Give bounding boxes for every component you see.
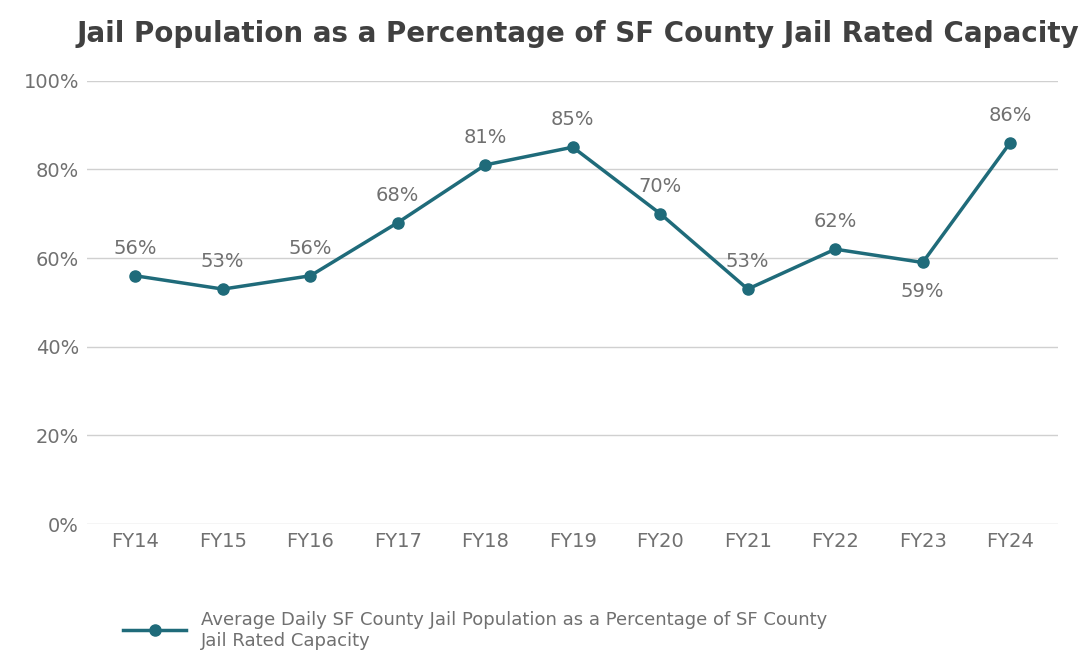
Text: 86%: 86% <box>988 106 1032 125</box>
Text: 70%: 70% <box>638 177 682 196</box>
Text: 53%: 53% <box>201 253 244 271</box>
Text: 62%: 62% <box>813 212 856 231</box>
Text: 81%: 81% <box>464 128 507 147</box>
Text: 68%: 68% <box>376 186 419 205</box>
Text: 85%: 85% <box>551 110 595 130</box>
Text: Jail Population as a Percentage of SF County Jail Rated Capacity: Jail Population as a Percentage of SF Co… <box>76 20 1079 48</box>
Legend: Average Daily SF County Jail Population as a Percentage of SF County
Jail Rated : Average Daily SF County Jail Population … <box>116 604 834 657</box>
Text: 56%: 56% <box>113 239 157 258</box>
Text: 59%: 59% <box>901 282 945 302</box>
Text: 53%: 53% <box>726 253 769 271</box>
Text: 56%: 56% <box>288 239 332 258</box>
